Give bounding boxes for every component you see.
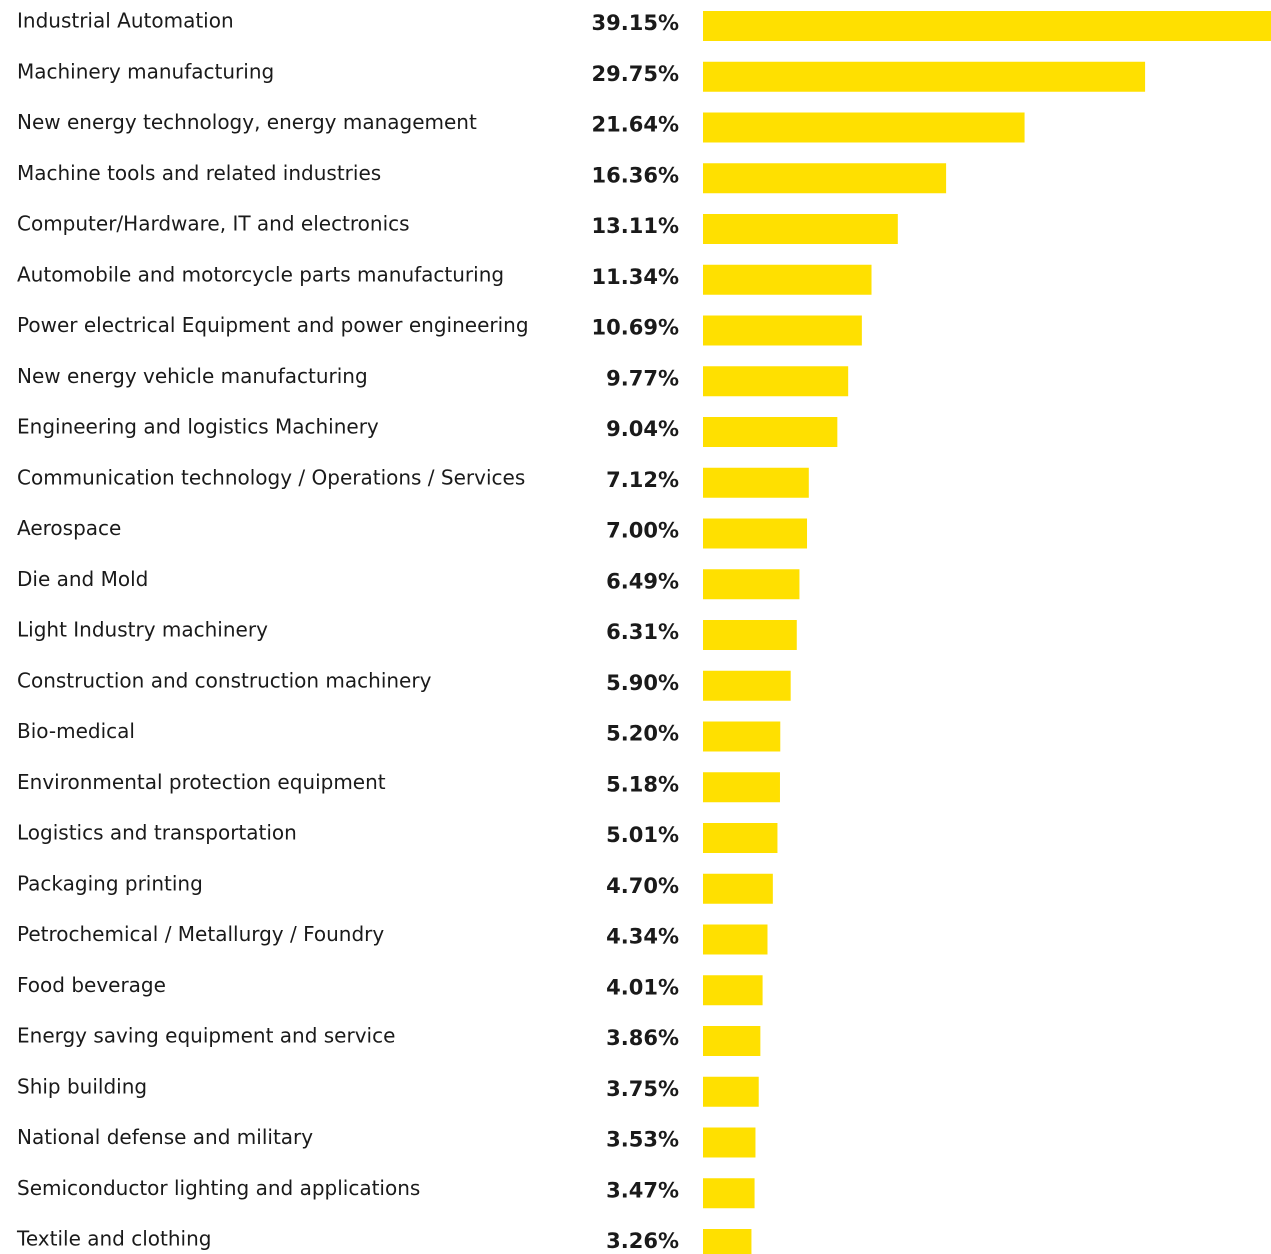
bar bbox=[703, 1127, 756, 1158]
value-label: 7.00% bbox=[606, 519, 679, 543]
bar bbox=[703, 975, 763, 1006]
category-label: Bio-medical bbox=[17, 719, 135, 743]
category-label: New energy vehicle manufacturing bbox=[17, 364, 368, 388]
value-label: 10.69% bbox=[592, 316, 679, 340]
category-label: Die and Mold bbox=[17, 567, 148, 591]
bar bbox=[703, 873, 773, 904]
value-label: 3.86% bbox=[606, 1026, 679, 1050]
category-label: Power electrical Equipment and power eng… bbox=[17, 313, 529, 337]
value-label: 6.31% bbox=[606, 620, 679, 644]
category-label: Petrochemical / Metallurgy / Foundry bbox=[17, 922, 384, 946]
value-label: 4.34% bbox=[606, 925, 679, 949]
category-label: Logistics and transportation bbox=[17, 821, 297, 845]
category-label: Aerospace bbox=[17, 516, 121, 540]
category-label: Machinery manufacturing bbox=[17, 59, 274, 83]
bar bbox=[703, 924, 768, 955]
category-label: Communication technology / Operations / … bbox=[17, 465, 525, 489]
bar bbox=[703, 1076, 759, 1107]
bar bbox=[703, 467, 809, 498]
category-label: Engineering and logistics Machinery bbox=[17, 415, 379, 439]
bar bbox=[703, 823, 778, 853]
category-label: Computer/Hardware, IT and electronics bbox=[17, 212, 410, 236]
value-label: 7.12% bbox=[606, 468, 679, 492]
bar bbox=[703, 1178, 755, 1209]
value-label: 5.90% bbox=[606, 671, 679, 695]
bar bbox=[703, 264, 872, 295]
value-label: 5.20% bbox=[606, 722, 679, 746]
value-label: 4.01% bbox=[606, 975, 679, 999]
bar bbox=[703, 417, 838, 447]
value-label: 9.04% bbox=[606, 417, 679, 441]
category-label: Construction and construction machinery bbox=[17, 668, 432, 692]
category-label: Light Industry machinery bbox=[17, 618, 268, 642]
value-label: 29.75% bbox=[592, 62, 679, 86]
category-label: Packaging printing bbox=[17, 871, 203, 895]
bar bbox=[703, 61, 1146, 92]
category-label: Food beverage bbox=[17, 973, 166, 997]
bar bbox=[703, 366, 849, 397]
bar bbox=[703, 518, 808, 549]
bar bbox=[703, 721, 781, 752]
value-label: 5.18% bbox=[606, 772, 679, 796]
bar bbox=[703, 620, 797, 650]
value-label: 3.47% bbox=[606, 1178, 679, 1202]
bar bbox=[703, 214, 898, 244]
value-label: 5.01% bbox=[606, 823, 679, 847]
bar bbox=[703, 11, 1271, 41]
bar bbox=[703, 1026, 761, 1056]
category-label: National defense and military bbox=[17, 1125, 313, 1149]
category-label: Machine tools and related industries bbox=[17, 161, 381, 185]
category-label: New energy technology, energy management bbox=[17, 110, 477, 134]
value-label: 21.64% bbox=[592, 113, 679, 137]
value-label: 3.75% bbox=[606, 1077, 679, 1101]
category-label: Environmental protection equipment bbox=[17, 770, 386, 794]
bar bbox=[703, 1229, 752, 1254]
value-label: 3.53% bbox=[606, 1128, 679, 1152]
value-label: 9.77% bbox=[606, 366, 679, 390]
bar bbox=[703, 670, 791, 701]
value-label: 3.26% bbox=[606, 1229, 679, 1253]
category-label: Energy saving equipment and service bbox=[17, 1024, 395, 1048]
bar bbox=[703, 772, 780, 803]
bar bbox=[703, 112, 1025, 143]
category-label: Ship building bbox=[17, 1074, 147, 1098]
category-label: Automobile and motorcycle parts manufact… bbox=[17, 262, 504, 286]
value-label: 6.49% bbox=[606, 569, 679, 593]
category-label: Semiconductor lighting and applications bbox=[17, 1176, 420, 1200]
bar bbox=[703, 163, 947, 194]
bar bbox=[703, 569, 800, 600]
category-label: Industrial Automation bbox=[17, 9, 234, 33]
bar bbox=[703, 315, 862, 346]
value-label: 39.15% bbox=[592, 11, 679, 35]
value-label: 13.11% bbox=[592, 214, 679, 238]
value-label: 16.36% bbox=[592, 163, 679, 187]
category-label: Textile and clothing bbox=[16, 1227, 211, 1251]
value-label: 11.34% bbox=[592, 265, 679, 289]
value-label: 4.70% bbox=[606, 874, 679, 898]
